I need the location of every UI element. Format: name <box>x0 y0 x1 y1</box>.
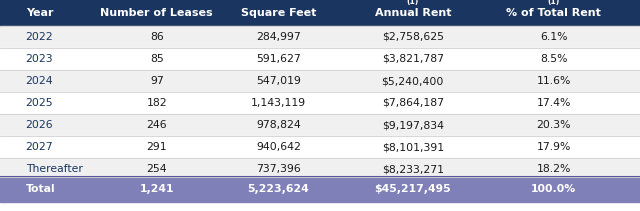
Text: $8,233,271: $8,233,271 <box>382 164 444 174</box>
Bar <box>0 136 640 158</box>
Text: $3,821,787: $3,821,787 <box>382 54 444 64</box>
Text: 2023: 2023 <box>26 54 53 64</box>
Text: 1,143,119: 1,143,119 <box>251 98 306 108</box>
Text: Number of Leases: Number of Leases <box>100 8 213 18</box>
Text: 284,997: 284,997 <box>256 32 301 42</box>
Text: 940,642: 940,642 <box>256 142 301 152</box>
Text: 20.3%: 20.3% <box>536 120 571 130</box>
Text: $9,197,834: $9,197,834 <box>382 120 444 130</box>
Text: 291: 291 <box>147 142 167 152</box>
Text: 2027: 2027 <box>26 142 53 152</box>
Text: 86: 86 <box>150 32 164 42</box>
Bar <box>0 177 640 202</box>
Bar <box>0 158 640 180</box>
Text: 8.5%: 8.5% <box>540 54 567 64</box>
Text: 6.1%: 6.1% <box>540 32 567 42</box>
Text: 2024: 2024 <box>26 76 53 86</box>
Text: 737,396: 737,396 <box>256 164 301 174</box>
Text: 11.6%: 11.6% <box>536 76 571 86</box>
Text: % of Total Rent: % of Total Rent <box>506 8 601 18</box>
Text: $5,240,400: $5,240,400 <box>381 76 444 86</box>
Text: 591,627: 591,627 <box>256 54 301 64</box>
Text: (1): (1) <box>406 0 419 7</box>
Text: 254: 254 <box>147 164 167 174</box>
Text: Year: Year <box>26 8 53 18</box>
Text: (1): (1) <box>547 0 560 7</box>
Bar <box>0 92 640 114</box>
Text: Thereafter: Thereafter <box>26 164 83 174</box>
Bar <box>0 0 640 26</box>
Text: 182: 182 <box>147 98 167 108</box>
Text: $7,864,187: $7,864,187 <box>382 98 444 108</box>
Text: 2025: 2025 <box>26 98 53 108</box>
Text: 17.9%: 17.9% <box>536 142 571 152</box>
Text: 2026: 2026 <box>26 120 53 130</box>
Text: 2022: 2022 <box>26 32 53 42</box>
Bar <box>0 114 640 136</box>
Text: 100.0%: 100.0% <box>531 184 576 195</box>
Text: 1,241: 1,241 <box>140 184 174 195</box>
Text: 18.2%: 18.2% <box>536 164 571 174</box>
Bar <box>0 70 640 92</box>
Text: Total: Total <box>26 184 55 195</box>
Text: $8,101,391: $8,101,391 <box>381 142 444 152</box>
Text: $2,758,625: $2,758,625 <box>382 32 444 42</box>
Text: 97: 97 <box>150 76 164 86</box>
Text: 85: 85 <box>150 54 164 64</box>
Text: 246: 246 <box>147 120 167 130</box>
Text: 5,223,624: 5,223,624 <box>248 184 309 195</box>
Text: Square Feet: Square Feet <box>241 8 316 18</box>
Text: 547,019: 547,019 <box>256 76 301 86</box>
Text: Annual Rent: Annual Rent <box>374 8 451 18</box>
Text: 978,824: 978,824 <box>256 120 301 130</box>
Text: $45,217,495: $45,217,495 <box>374 184 451 195</box>
Bar <box>0 26 640 48</box>
Bar <box>0 48 640 70</box>
Text: 17.4%: 17.4% <box>536 98 571 108</box>
